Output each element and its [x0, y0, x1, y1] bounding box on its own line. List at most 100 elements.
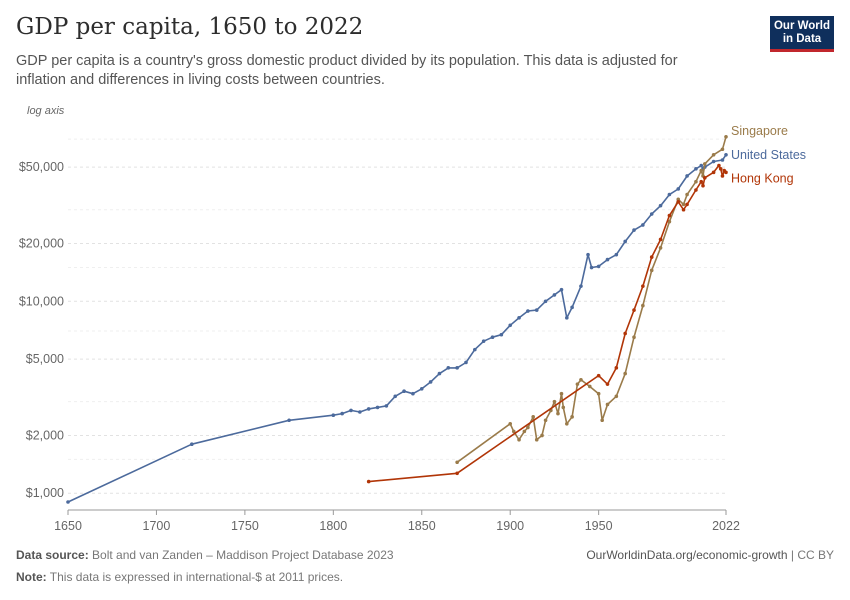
data-point-singapore[interactable]	[681, 202, 686, 207]
data-point-united-states[interactable]	[428, 380, 433, 384]
data-point-hong-kong[interactable]	[681, 207, 686, 212]
data-point-united-states[interactable]	[534, 308, 539, 312]
data-point-singapore[interactable]	[699, 168, 704, 173]
data-point-singapore[interactable]	[667, 219, 672, 224]
data-point-united-states[interactable]	[66, 500, 70, 504]
data-point-united-states[interactable]	[565, 316, 569, 320]
data-point-united-states[interactable]	[724, 153, 728, 157]
data-point-united-states[interactable]	[623, 239, 627, 244]
data-point-singapore[interactable]	[531, 415, 535, 419]
data-point-united-states[interactable]	[552, 293, 557, 297]
data-point-hong-kong[interactable]	[614, 366, 619, 370]
series-line-singapore[interactable]	[456, 136, 727, 463]
source-url-link[interactable]: OurWorldinData.org/economic-growth	[586, 548, 788, 562]
data-point-united-states[interactable]	[490, 335, 495, 340]
data-point-united-states[interactable]	[685, 174, 689, 178]
data-point-united-states[interactable]	[366, 407, 371, 411]
data-point-united-states[interactable]	[676, 187, 681, 191]
data-point-hong-kong[interactable]	[623, 331, 627, 336]
data-point-singapore[interactable]	[522, 429, 527, 434]
data-point-united-states[interactable]	[667, 192, 672, 197]
data-point-united-states[interactable]	[632, 228, 636, 232]
data-point-united-states[interactable]	[605, 257, 610, 262]
data-point-singapore[interactable]	[455, 460, 459, 465]
data-point-hong-kong[interactable]	[632, 308, 636, 312]
data-point-united-states[interactable]	[499, 332, 504, 337]
data-point-united-states[interactable]	[649, 212, 654, 216]
data-point-singapore[interactable]	[614, 394, 619, 399]
data-point-singapore[interactable]	[588, 384, 592, 389]
data-point-hong-kong[interactable]	[658, 237, 663, 242]
data-point-hong-kong[interactable]	[605, 382, 610, 386]
data-point-united-states[interactable]	[570, 305, 574, 310]
data-point-united-states[interactable]	[375, 405, 380, 410]
data-point-hong-kong[interactable]	[699, 179, 704, 184]
data-point-singapore[interactable]	[623, 371, 627, 376]
data-point-united-states[interactable]	[331, 413, 336, 418]
data-point-hong-kong[interactable]	[641, 284, 645, 288]
data-point-united-states[interactable]	[340, 411, 344, 416]
data-point-hong-kong[interactable]	[717, 163, 721, 168]
data-point-united-states[interactable]	[658, 203, 663, 208]
data-point-singapore[interactable]	[579, 377, 583, 382]
data-point-united-states[interactable]	[446, 366, 451, 370]
data-point-singapore[interactable]	[641, 303, 645, 308]
data-point-singapore[interactable]	[517, 437, 521, 442]
data-point-singapore[interactable]	[694, 179, 698, 184]
data-point-united-states[interactable]	[287, 418, 291, 423]
data-point-hong-kong[interactable]	[455, 471, 459, 476]
data-point-singapore[interactable]	[658, 246, 663, 250]
data-point-hong-kong[interactable]	[694, 188, 698, 192]
data-point-singapore[interactable]	[600, 418, 604, 423]
owid-logo[interactable]: Our World in Data	[770, 16, 834, 52]
data-point-united-states[interactable]	[455, 366, 459, 370]
data-point-hong-kong[interactable]	[718, 167, 723, 171]
data-point-united-states[interactable]	[419, 387, 424, 391]
data-point-united-states[interactable]	[190, 442, 194, 447]
data-point-united-states[interactable]	[464, 360, 468, 365]
data-point-singapore[interactable]	[676, 197, 681, 202]
data-point-singapore[interactable]	[559, 391, 564, 396]
data-point-hong-kong[interactable]	[596, 373, 601, 378]
data-point-hong-kong[interactable]	[649, 255, 654, 259]
data-point-united-states[interactable]	[694, 167, 698, 171]
data-point-united-states[interactable]	[596, 264, 601, 269]
data-point-singapore[interactable]	[556, 411, 560, 416]
data-point-united-states[interactable]	[720, 158, 725, 162]
data-point-singapore[interactable]	[508, 422, 513, 426]
data-point-hong-kong[interactable]	[667, 213, 672, 218]
data-point-united-states[interactable]	[559, 287, 564, 292]
data-point-singapore[interactable]	[570, 415, 574, 419]
data-point-singapore[interactable]	[540, 433, 544, 438]
data-point-singapore[interactable]	[596, 391, 601, 396]
data-point-singapore[interactable]	[685, 192, 689, 197]
data-point-singapore[interactable]	[552, 399, 557, 404]
data-point-united-states[interactable]	[711, 159, 716, 164]
data-point-singapore[interactable]	[649, 268, 654, 273]
data-point-hong-kong[interactable]	[701, 183, 705, 188]
data-point-singapore[interactable]	[543, 418, 548, 423]
data-point-united-states[interactable]	[517, 316, 521, 320]
data-point-singapore[interactable]	[526, 425, 530, 430]
data-point-united-states[interactable]	[481, 339, 486, 343]
data-point-united-states[interactable]	[526, 309, 530, 313]
data-point-united-states[interactable]	[508, 323, 513, 328]
data-point-united-states[interactable]	[586, 252, 590, 257]
data-point-united-states[interactable]	[411, 391, 415, 396]
data-point-united-states[interactable]	[349, 408, 353, 413]
data-point-united-states[interactable]	[393, 394, 398, 399]
data-point-united-states[interactable]	[437, 371, 442, 376]
data-point-singapore[interactable]	[561, 405, 566, 410]
data-point-hong-kong[interactable]	[685, 202, 689, 207]
data-point-singapore[interactable]	[605, 402, 610, 407]
data-point-singapore[interactable]	[575, 382, 580, 386]
data-point-united-states[interactable]	[699, 163, 704, 168]
data-point-united-states[interactable]	[543, 299, 548, 304]
data-point-united-states[interactable]	[358, 410, 362, 414]
data-point-singapore[interactable]	[511, 429, 516, 434]
data-point-singapore[interactable]	[632, 335, 636, 340]
data-point-united-states[interactable]	[473, 347, 477, 352]
data-point-hong-kong[interactable]	[702, 176, 707, 180]
data-point-hong-kong[interactable]	[711, 170, 716, 175]
data-point-hong-kong[interactable]	[720, 174, 725, 178]
